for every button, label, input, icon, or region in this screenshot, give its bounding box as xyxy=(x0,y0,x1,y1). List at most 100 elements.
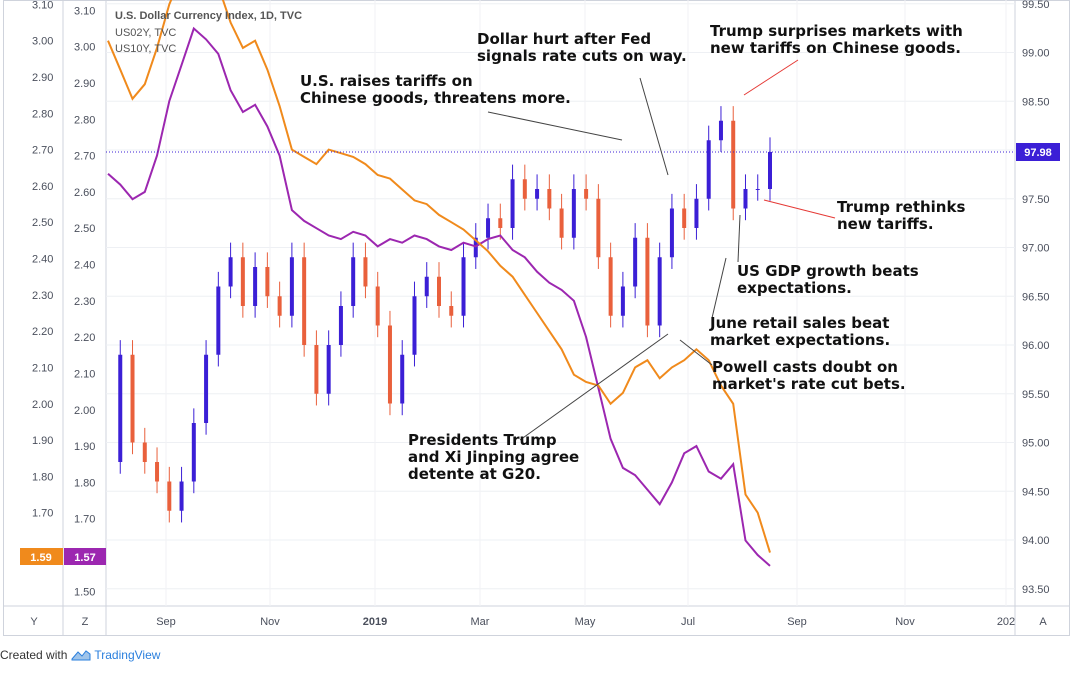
footer-created-with: Created with xyxy=(0,648,68,662)
us02y-tick-label: 2.20 xyxy=(74,332,95,344)
us10y-tick-label: 2.80 xyxy=(32,108,53,120)
dxy-candle-body xyxy=(669,208,674,258)
time-tick-label: 2019 xyxy=(363,616,387,628)
annotation-pointers xyxy=(487,59,836,441)
right-tick-label: 94.50 xyxy=(1022,486,1050,498)
dxy-candle-body xyxy=(559,208,564,238)
annotation-line: Trump rethinks xyxy=(837,198,965,216)
us10y-last-badge xyxy=(20,548,63,565)
dxy-candle-body xyxy=(731,120,736,209)
dxy-candle-body xyxy=(547,189,552,209)
legend-dxy[interactable]: U.S. Dollar Currency Index, 1D, TVC xyxy=(115,10,302,22)
y-axis-button[interactable]: Y xyxy=(30,616,38,628)
dxy-candle-body xyxy=(608,257,613,316)
right-tick-label: 95.00 xyxy=(1022,438,1050,450)
dxy-candle-body xyxy=(191,423,196,482)
annotations: U.S. raises tariffs on Chinese goods, thr… xyxy=(300,22,965,483)
annotation-line: and Xi Jinping agree xyxy=(408,448,579,466)
right-tick-label: 96.00 xyxy=(1022,340,1050,352)
dxy-candle-body xyxy=(596,198,601,258)
right-axis-dxy[interactable]: 99.5099.0098.5098.0097.5097.0096.5096.00… xyxy=(1022,0,1050,596)
right-tick-label: 93.50 xyxy=(1022,584,1050,596)
time-tick-label: May xyxy=(575,616,596,628)
dxy-candle-body xyxy=(437,276,441,306)
us10y-tick-label: 2.90 xyxy=(32,72,53,84)
us10y-tick-label: 2.10 xyxy=(32,362,53,374)
dxy-candle-body xyxy=(412,296,417,355)
right-tick-label: 95.50 xyxy=(1022,389,1050,401)
right-tick-label: 97.50 xyxy=(1022,194,1050,206)
legend-us02y[interactable]: US02Y, TVC xyxy=(115,27,176,39)
dxy-candle-body xyxy=(755,189,760,190)
dxy-candle-body xyxy=(645,237,650,326)
us02y-tick-label: 2.40 xyxy=(74,260,95,272)
dxy-candle-body xyxy=(363,257,368,287)
dxy-candle-body xyxy=(375,286,380,326)
annotation-line: Powell casts doubt on xyxy=(712,358,898,376)
left-axis-us10y[interactable]: 3.403.303.203.103.002.902.802.702.602.50… xyxy=(32,0,53,520)
dxy-candle-body xyxy=(314,345,319,394)
us02y-tick-label: 3.00 xyxy=(74,42,95,54)
z-axis-button[interactable]: Z xyxy=(82,616,89,628)
dxy-candles xyxy=(118,106,772,523)
annotation-line: June retail sales beat xyxy=(709,314,889,332)
dxy-candle-body xyxy=(387,325,392,404)
dxy-candle-body xyxy=(768,151,772,189)
tradingview-link[interactable]: TradingView xyxy=(71,648,160,662)
annotation-line: signals rate cuts on way. xyxy=(477,47,687,65)
annotation-pointer-line xyxy=(487,111,623,141)
time-tick-label: Mar xyxy=(471,616,490,628)
us02y-tick-label: 1.90 xyxy=(74,441,95,453)
annotation-line: market expectations. xyxy=(710,331,890,349)
dxy-candle-body xyxy=(682,208,687,228)
annotation-pointer-line xyxy=(711,257,727,319)
annotation-line: Chinese goods, threatens more. xyxy=(300,89,571,107)
dxy-candle-body xyxy=(155,462,160,482)
annotation-pointer-line xyxy=(639,77,669,176)
dxy-candle-body xyxy=(522,179,527,199)
annotation-line: expectations. xyxy=(737,279,852,297)
time-tick-label: Jul xyxy=(681,616,695,628)
dxy-candle-body xyxy=(130,354,135,443)
dxy-candle-body xyxy=(253,267,258,306)
tradingview-brand-label: TradingView xyxy=(94,648,161,662)
us10y-series-line xyxy=(107,0,771,553)
us10y-tick-label: 2.50 xyxy=(32,217,53,229)
dxy-candle-body xyxy=(351,257,356,306)
annotation-line: market's rate cut bets. xyxy=(712,375,906,393)
right-tick-label: 96.50 xyxy=(1022,291,1050,303)
time-axis[interactable]: Sep Nov 2019 Mar May Jul Sep Nov 202 xyxy=(156,616,1015,628)
annotation-line: Trump surprises markets with xyxy=(710,22,963,40)
us10y-tick-label: 2.00 xyxy=(32,399,53,411)
annotation-line: new tariffs on Chinese goods. xyxy=(710,39,961,57)
dxy-candle-body xyxy=(265,267,270,297)
us10y-tick-label: 3.00 xyxy=(32,36,53,48)
us02y-tick-label: 2.10 xyxy=(74,368,95,380)
dxy-candle-body xyxy=(620,286,625,316)
us10y-last-label: 1.59 xyxy=(30,552,51,564)
dxy-candle-body xyxy=(706,140,711,199)
dxy-candle-body xyxy=(743,189,748,209)
dxy-candle-body xyxy=(142,442,147,462)
us02y-tick-label: 1.50 xyxy=(74,586,95,598)
annotation-line: U.S. raises tariffs on xyxy=(300,72,473,90)
right-tick-label: 94.00 xyxy=(1022,535,1050,547)
annotation-gdp_beats: US GDP growth beats expectations. xyxy=(737,262,919,297)
annotation-line: new tariffs. xyxy=(837,215,934,233)
annotation-trump_surprises: Trump surprises markets with new tariffs … xyxy=(710,22,963,57)
legend-us10y[interactable]: US10Y, TVC xyxy=(115,43,176,55)
auto-scale-button[interactable]: A xyxy=(1039,616,1047,628)
us10y-tick-label: 2.30 xyxy=(32,290,53,302)
us10y-tick-label: 2.40 xyxy=(32,254,53,266)
us10y-tick-label: 2.70 xyxy=(32,145,53,157)
us10y-tick-label: 1.80 xyxy=(32,471,53,483)
right-tick-label: 98.50 xyxy=(1022,96,1050,108)
dxy-candle-body xyxy=(179,481,184,511)
annotation-g20: Presidents Trump and Xi Jinping agree dete… xyxy=(408,431,579,483)
us02y-last-label: 1.57 xyxy=(74,552,95,564)
us10y-tick-label: 1.70 xyxy=(32,508,53,520)
us02y-series-line xyxy=(107,26,771,567)
dxy-candle-body xyxy=(204,354,209,423)
left-axis-us02y[interactable]: 3.10 3.00 2.90 2.80 2.70 2.60 2.50 2.40 2.30 2.20… xyxy=(74,5,95,598)
